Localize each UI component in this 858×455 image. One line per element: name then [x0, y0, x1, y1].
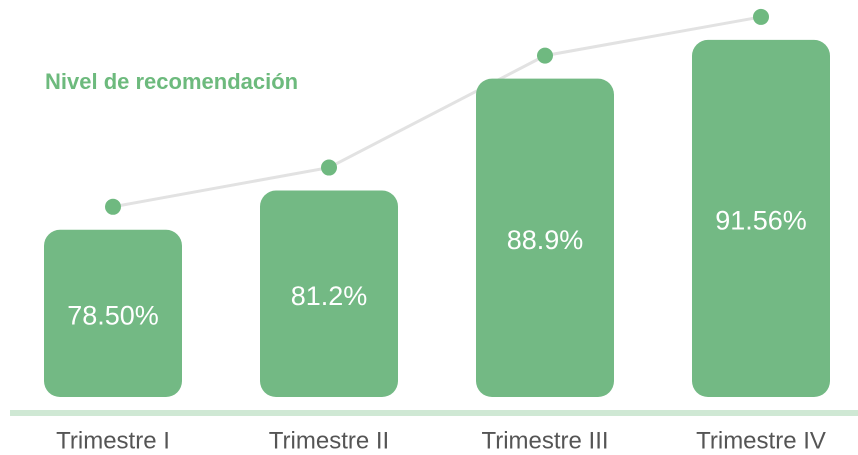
x-tick-label: Trimestre III [481, 427, 608, 454]
value-label: 91.56% [715, 206, 807, 236]
value-label: 81.2% [291, 281, 368, 311]
x-tick-label: Trimestre II [269, 427, 389, 454]
marker [753, 8, 769, 25]
value-label: 88.9% [507, 225, 584, 255]
marker [321, 159, 337, 176]
bar [44, 229, 182, 397]
bar [260, 190, 398, 397]
value-label: 78.50% [67, 301, 159, 331]
marker [105, 198, 121, 215]
x-tick-label: Trimestre I [56, 427, 170, 454]
x-tick-label: Trimestre IV [696, 427, 826, 454]
bar [692, 39, 830, 397]
marker [537, 47, 553, 64]
trend-line [112, 15, 762, 209]
bar [476, 78, 614, 397]
chart-title: Nivel de recomendación [45, 69, 298, 94]
